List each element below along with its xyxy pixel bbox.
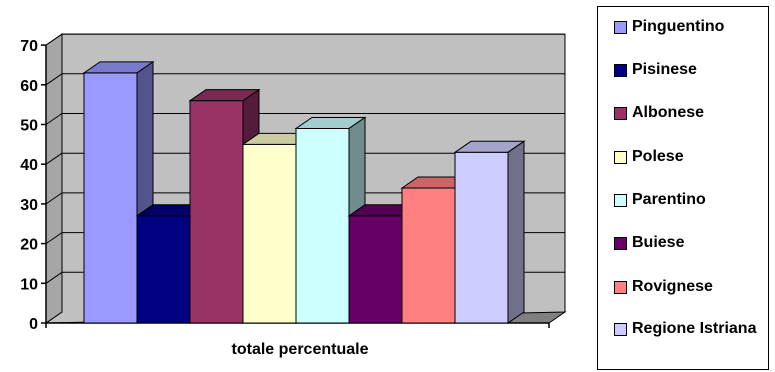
legend-swatch	[614, 194, 627, 207]
bar-front	[242, 143, 297, 324]
bar-pinguentino	[82, 60, 155, 324]
legend-swatch	[614, 21, 627, 34]
bar-front	[401, 187, 456, 324]
bar-regione-istriana	[453, 140, 526, 324]
side-wall	[45, 33, 63, 324]
gridline-diag	[45, 113, 63, 125]
legend-item: Rovignese	[614, 277, 772, 296]
legend-label: Albonese	[632, 104, 705, 121]
legend-label: Pisinese	[632, 61, 697, 78]
legend-swatch	[614, 323, 627, 336]
bar-front	[295, 127, 350, 324]
bar-front	[136, 215, 191, 324]
legend-swatch	[614, 64, 627, 77]
gridline-diag	[45, 271, 63, 284]
bar-front	[189, 100, 244, 324]
gridline-diag	[45, 232, 63, 245]
x-category-label: totale percentuale	[232, 341, 369, 358]
legend-label: Regione Istriana	[632, 320, 757, 337]
gridline-diag	[45, 152, 63, 165]
bar-chart: 0 10 20 30 40 50 60 70 totale percentuale	[20, 33, 567, 358]
legend-label: Rovignese	[632, 278, 713, 295]
gridline-diag	[45, 33, 63, 46]
legend-label: Polese	[632, 148, 684, 165]
gridline-diag	[45, 73, 63, 86]
legend-item: Regione Istriana	[614, 319, 772, 338]
legend-swatch	[614, 107, 627, 120]
legend-label: Pinguentino	[632, 18, 725, 35]
y-tick-label: 20	[20, 237, 38, 254]
y-axis: 0 10 20 30 40 50 60 70	[20, 38, 550, 333]
gridline-diag	[45, 192, 63, 205]
legend-label: Buiese	[632, 234, 685, 251]
bar-front	[83, 72, 138, 324]
legend-swatch	[614, 151, 627, 164]
y-tick-label: 10	[20, 276, 38, 293]
bars	[82, 60, 526, 324]
legend-swatch	[614, 281, 627, 294]
legend-swatch	[614, 237, 627, 250]
y-tick-label: 70	[20, 38, 38, 55]
legend-item: Pinguentino	[614, 17, 772, 36]
legend: Pinguentino Pisinese Albonese Polese Parenti…	[597, 6, 769, 370]
legend-item: Pisinese	[614, 60, 772, 79]
y-tick-label: 0	[29, 316, 38, 333]
legend-item: Albonese	[614, 103, 772, 122]
legend-item: Parentino	[614, 190, 772, 209]
bar-front	[348, 215, 403, 324]
y-tick-label: 60	[20, 78, 38, 95]
legend-item: Buiese	[614, 233, 772, 252]
y-tick-label: 50	[20, 118, 38, 135]
legend-item: Polese	[614, 147, 772, 166]
bar-front	[454, 151, 509, 324]
bar-side	[507, 140, 525, 324]
y-tick-label: 40	[20, 157, 38, 174]
legend-label: Parentino	[632, 191, 706, 208]
y-tick-label: 30	[20, 197, 38, 214]
